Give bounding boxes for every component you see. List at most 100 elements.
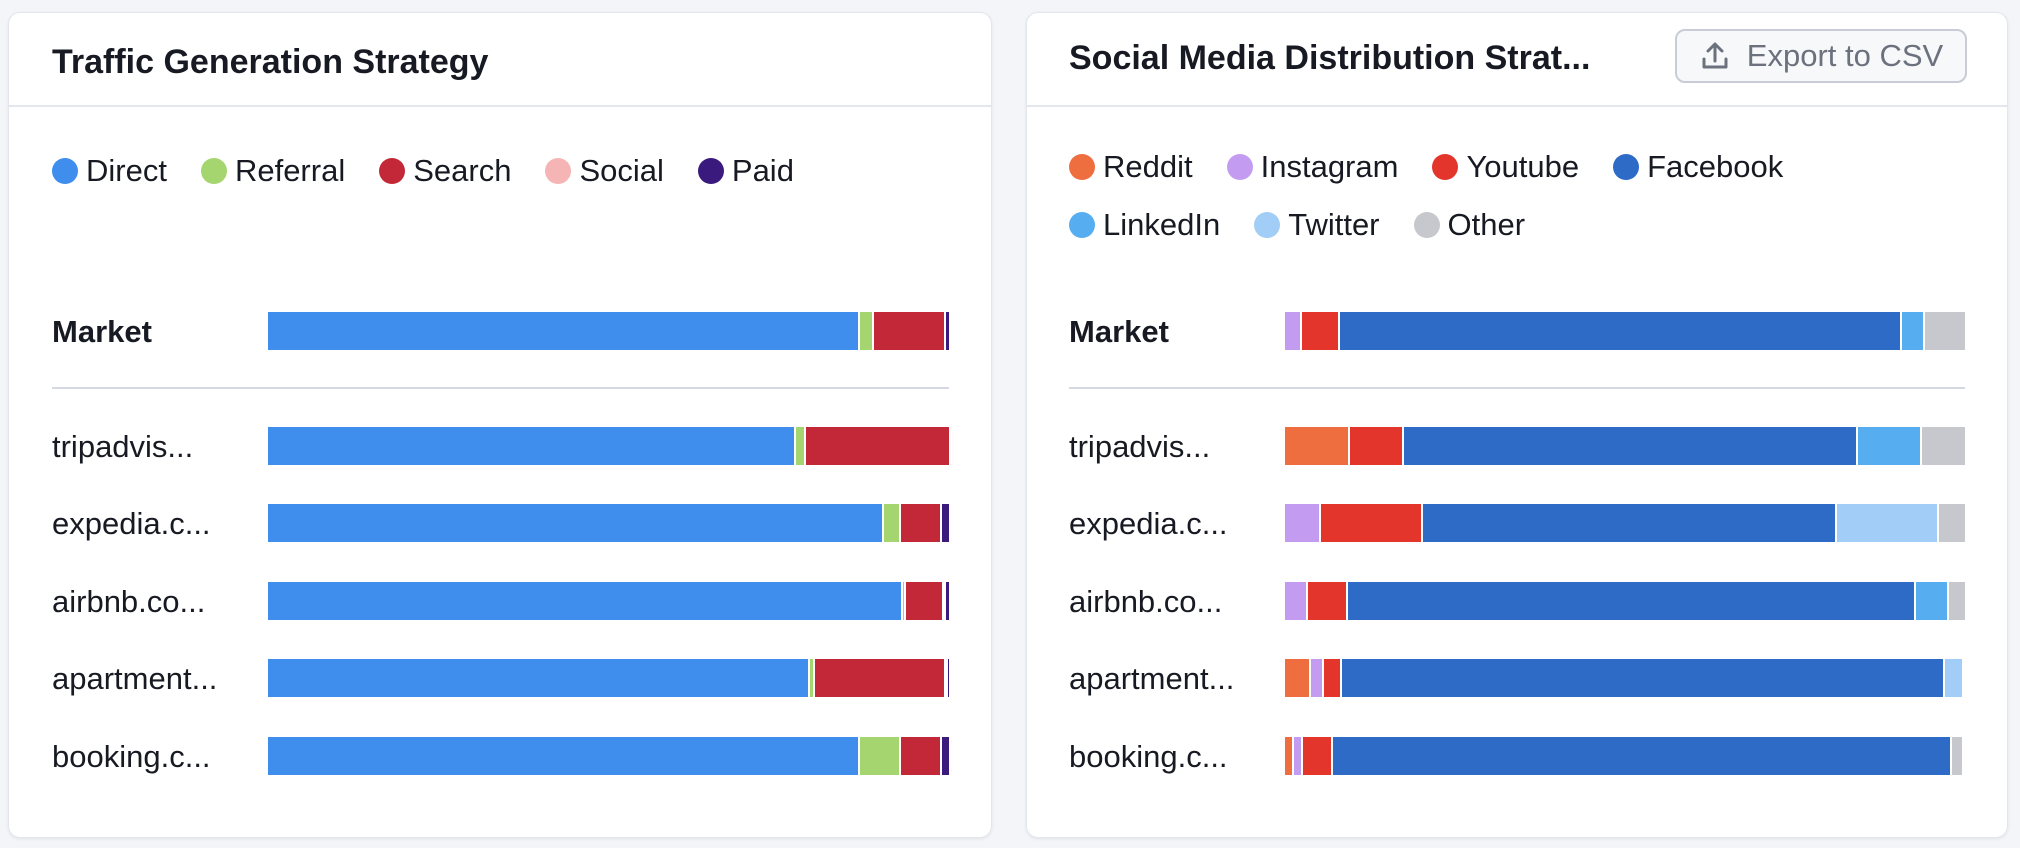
bar-segment-reddit[interactable] — [1285, 737, 1294, 775]
legend-item-facebook[interactable]: Facebook — [1613, 149, 1783, 185]
bar-segment-social[interactable] — [943, 582, 946, 620]
bar-segment-paid[interactable] — [942, 737, 949, 775]
bar-segment-social[interactable] — [945, 659, 948, 697]
market-divider — [52, 387, 949, 389]
legend-item-paid[interactable]: Paid — [697, 153, 794, 189]
bar-segment-youtube[interactable] — [1349, 427, 1404, 465]
bar-segment-referral[interactable] — [902, 582, 907, 620]
bar-segment-direct[interactable] — [268, 504, 885, 542]
legend-item-linkedin[interactable]: LinkedIn — [1069, 207, 1220, 243]
bar-segment-facebook[interactable] — [1342, 659, 1945, 697]
domain-row-label[interactable]: booking.c... — [52, 739, 211, 774]
export-csv-button[interactable]: Export to CSV — [1675, 29, 1967, 83]
bar-segment-paid[interactable] — [942, 504, 949, 542]
bar-segment-other[interactable] — [1922, 427, 1965, 465]
bar-segment-youtube[interactable] — [1302, 312, 1341, 350]
bar-segment-twitter[interactable] — [1837, 504, 1940, 542]
stacked-bar[interactable] — [268, 427, 949, 465]
bar-segment-instagram[interactable] — [1293, 737, 1304, 775]
bar-segment-reddit[interactable] — [1285, 427, 1350, 465]
bar-segment-youtube[interactable] — [1324, 659, 1343, 697]
bar-segment-search[interactable] — [906, 582, 944, 620]
stacked-bar[interactable] — [268, 312, 949, 350]
domain-row-label[interactable]: tripadvis... — [52, 429, 194, 464]
legend-item-youtube[interactable]: Youtube — [1432, 149, 1579, 185]
bar-segment-referral[interactable] — [860, 312, 875, 350]
bar-segment-direct[interactable] — [268, 312, 861, 350]
bar-segment-direct[interactable] — [268, 427, 796, 465]
bar-segment-facebook[interactable] — [1423, 504, 1838, 542]
legend-swatch — [1413, 212, 1440, 238]
bar-segment-twitter[interactable] — [1944, 659, 1963, 697]
bar-segment-paid[interactable] — [947, 659, 949, 697]
bar-segment-search[interactable] — [814, 659, 946, 697]
legend-item-search[interactable]: Search — [379, 153, 511, 189]
bar-segment-search[interactable] — [901, 737, 943, 775]
legend-item-reddit[interactable]: Reddit — [1069, 149, 1193, 185]
bar-segment-other[interactable] — [1924, 312, 1965, 350]
bar-segment-linkedin[interactable] — [1901, 312, 1925, 350]
bar-segment-linkedin[interactable] — [1916, 582, 1950, 620]
stacked-bar[interactable] — [1285, 737, 1965, 775]
legend-item-referral[interactable]: Referral — [200, 153, 345, 189]
bar-segment-reddit[interactable] — [1285, 659, 1311, 697]
card-title: Social Media Distribution Strat... — [1069, 39, 1591, 77]
legend-swatch — [200, 158, 227, 184]
stacked-bar[interactable] — [268, 582, 949, 620]
bar-segment-youtube[interactable] — [1321, 504, 1424, 542]
legend-item-twitter[interactable]: Twitter — [1254, 207, 1380, 243]
bar-segment-direct[interactable] — [268, 582, 903, 620]
domain-row-label[interactable]: apartment... — [52, 661, 218, 696]
bar-segment-other[interactable] — [1949, 582, 1965, 620]
bar-segment-facebook[interactable] — [1347, 582, 1917, 620]
domain-row-label[interactable]: expedia.c... — [52, 506, 211, 541]
bar-segment-direct[interactable] — [268, 737, 861, 775]
stacked-bar[interactable] — [1285, 659, 1965, 697]
bar-segment-search[interactable] — [901, 504, 943, 542]
stacked-bar[interactable] — [1285, 427, 1965, 465]
bar-segment-referral[interactable] — [884, 504, 902, 542]
stacked-bar[interactable] — [1285, 312, 1965, 350]
bar-segment-search[interactable] — [805, 427, 949, 465]
bar-segment-other[interactable] — [1939, 504, 1965, 542]
stacked-bar[interactable] — [268, 737, 949, 775]
bar-segment-other[interactable] — [1952, 737, 1962, 775]
domain-row-label[interactable]: booking.c... — [1069, 739, 1228, 774]
bar-segment-instagram[interactable] — [1310, 659, 1325, 697]
domain-row-label[interactable]: airbnb.co... — [52, 584, 206, 619]
legend-item-social[interactable]: Social — [545, 153, 664, 189]
bar-segment-facebook[interactable] — [1403, 427, 1858, 465]
legend-item-instagram[interactable]: Instagram — [1226, 149, 1398, 185]
bar-segment-instagram[interactable] — [1285, 504, 1322, 542]
legend-item-direct[interactable]: Direct — [52, 153, 167, 189]
bar-segment-referral[interactable] — [795, 427, 806, 465]
bar-segment-direct[interactable] — [268, 659, 811, 697]
domain-row-label[interactable]: apartment... — [1069, 661, 1235, 696]
bar-segment-search[interactable] — [874, 312, 946, 350]
card-header: Social Media Distribution Strat... Expor… — [1027, 13, 2007, 107]
domain-row-label[interactable]: expedia.c... — [1069, 506, 1228, 541]
stacked-bar[interactable] — [268, 504, 949, 542]
bar-segment-instagram[interactable] — [1285, 312, 1302, 350]
legend-label: Direct — [86, 153, 167, 188]
bar-segment-paid[interactable] — [945, 582, 949, 620]
stacked-bar[interactable] — [1285, 504, 1965, 542]
export-label: Export to CSV — [1746, 38, 1944, 73]
chart-legend: Direct Referral Search Social Paid — [52, 153, 952, 189]
domain-row-label[interactable]: tripadvis... — [1069, 429, 1211, 464]
bar-segment-instagram[interactable] — [1285, 582, 1309, 620]
bar-segment-youtube[interactable] — [1308, 582, 1348, 620]
bar-segment-linkedin[interactable] — [1857, 427, 1923, 465]
bar-segment-referral[interactable] — [810, 659, 815, 697]
card-header: Traffic Generation Strategy — [9, 13, 991, 107]
bar-segment-facebook[interactable] — [1340, 312, 1902, 350]
bar-segment-referral[interactable] — [860, 737, 902, 775]
stacked-bar[interactable] — [268, 659, 949, 697]
legend-item-other[interactable]: Other — [1413, 207, 1525, 243]
bar-segment-facebook[interactable] — [1333, 737, 1953, 775]
domain-row-label[interactable]: airbnb.co... — [1069, 584, 1223, 619]
bar-segment-paid[interactable] — [945, 312, 949, 350]
legend-label: Social — [579, 153, 664, 188]
stacked-bar[interactable] — [1285, 582, 1965, 620]
bar-segment-youtube[interactable] — [1303, 737, 1334, 775]
